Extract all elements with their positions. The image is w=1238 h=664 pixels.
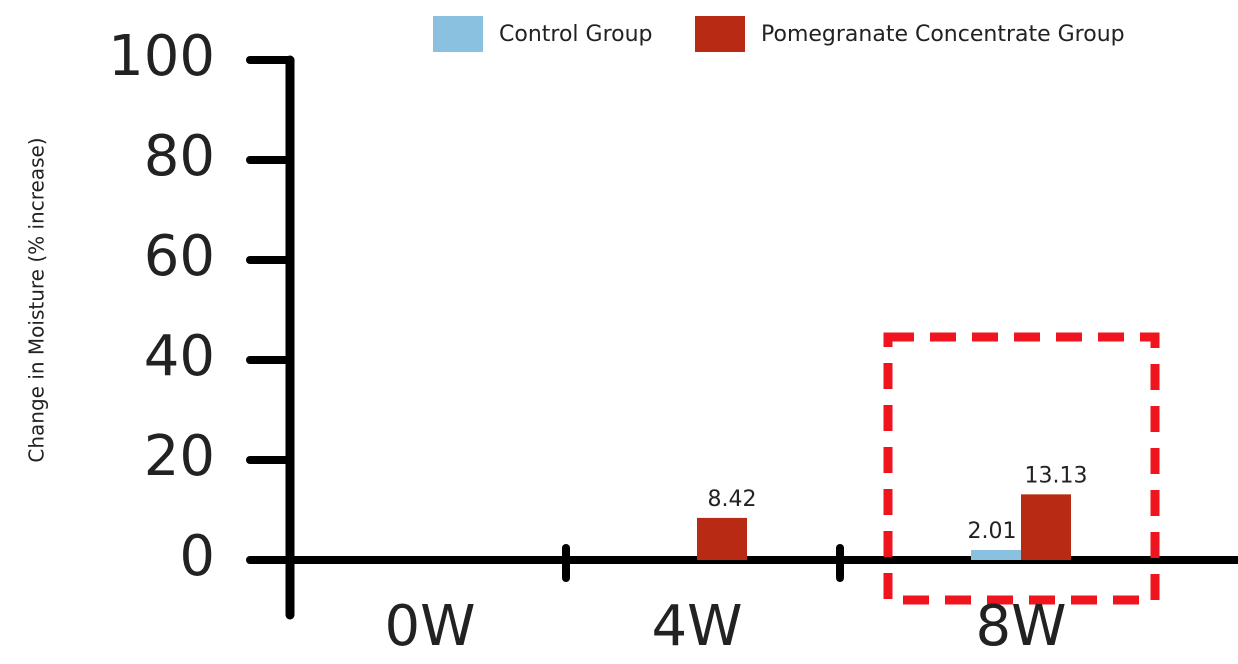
y-tick-label: 60 <box>144 224 215 289</box>
y-tick-label: 20 <box>144 424 215 489</box>
legend-swatch <box>433 16 483 52</box>
y-axis-label: Change in Moisture (% increase) <box>25 137 49 462</box>
bar <box>971 549 1021 560</box>
x-tick-label: 4W <box>652 594 743 659</box>
data-label: 8.42 <box>708 487 757 512</box>
y-tick-label: 0 <box>179 524 215 589</box>
data-label: 13.13 <box>1025 463 1088 488</box>
legend-label: Control Group <box>499 22 653 47</box>
legend-swatch <box>695 16 745 52</box>
data-label: 2.01 <box>968 519 1017 544</box>
legend-label: Pomegranate Concentrate Group <box>761 22 1125 47</box>
x-tick-label: 0W <box>385 594 476 659</box>
bar <box>697 517 747 560</box>
y-tick-label: 40 <box>144 324 215 389</box>
x-tick-label: 8W <box>976 594 1067 659</box>
bar <box>1021 494 1071 560</box>
highlight-box <box>883 332 1160 605</box>
y-tick-label: 100 <box>108 24 215 89</box>
y-tick-label: 80 <box>144 124 215 189</box>
